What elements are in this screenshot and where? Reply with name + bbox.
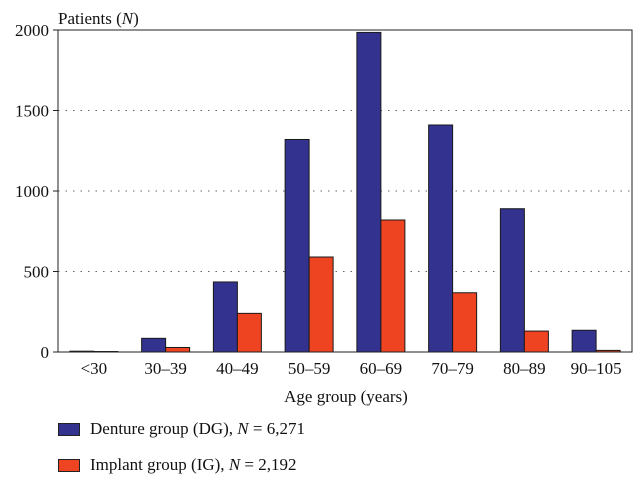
bar-denture-4	[357, 32, 381, 352]
legend-swatch-implant	[58, 459, 80, 472]
x-tick-label-6: 80–89	[503, 359, 546, 378]
bar-implant-3	[309, 257, 333, 352]
bar-denture-2	[213, 282, 237, 352]
bar-implant-6	[524, 331, 548, 352]
bar-implant-4	[381, 220, 405, 352]
legend-item-denture: Denture group (DG), N = 6,271	[58, 418, 618, 440]
bar-denture-3	[285, 139, 309, 352]
y-tick-label-0: 0	[41, 343, 50, 362]
x-tick-label-7: 90–105	[571, 359, 622, 378]
x-tick-label-1: 30–39	[144, 359, 187, 378]
bar-implant-2	[237, 313, 261, 352]
legend-item-implant: Implant group (IG), N = 2,192	[58, 454, 618, 476]
bar-denture-7	[572, 330, 596, 352]
x-tick-label-2: 40–49	[216, 359, 259, 378]
x-tick-label-4: 60–69	[360, 359, 403, 378]
bar-denture-1	[142, 338, 166, 352]
y-tick-label-2000: 2000	[15, 21, 49, 40]
y-tick-label-1500: 1500	[15, 102, 49, 121]
x-tick-label-5: 70–79	[431, 359, 474, 378]
legend-label-denture: Denture group (DG), N = 6,271	[90, 419, 305, 439]
bar-implant-5	[453, 293, 477, 352]
y-tick-label-1000: 1000	[15, 182, 49, 201]
legend-swatch-denture	[58, 423, 80, 436]
legend: Denture group (DG), N = 6,271 Implant gr…	[58, 418, 618, 490]
y-axis-label: Patients (N)	[58, 9, 139, 28]
bar-denture-6	[500, 209, 524, 352]
legend-label-implant: Implant group (IG), N = 2,192	[90, 455, 297, 475]
x-axis-label: Age group (years)	[284, 387, 408, 406]
x-tick-label-0: <30	[81, 359, 108, 378]
bar-implant-1	[166, 347, 190, 352]
y-tick-label-500: 500	[24, 263, 50, 282]
bar-denture-5	[429, 125, 453, 352]
x-tick-label-3: 50–59	[288, 359, 331, 378]
bar-chart: Patients (N) Age group (years) 0 500 1000 1…	[0, 0, 635, 410]
